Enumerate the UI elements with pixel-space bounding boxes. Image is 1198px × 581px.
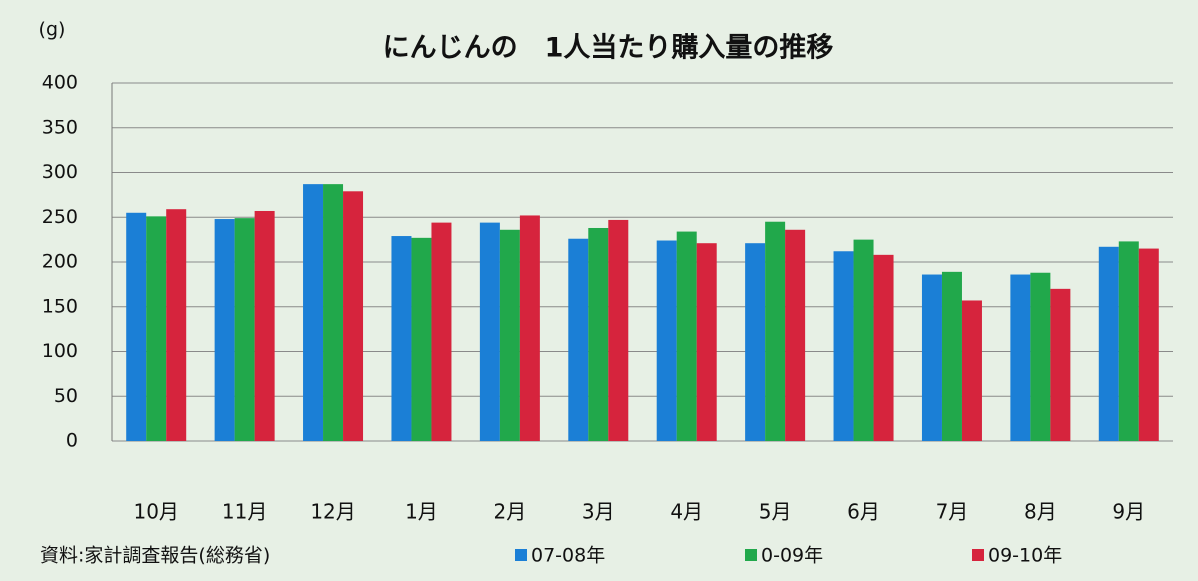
bar xyxy=(1098,246,1119,441)
bar xyxy=(873,254,894,441)
bar xyxy=(676,231,697,441)
x-tick-label: 9月 xyxy=(1112,500,1145,524)
y-tick-label: 100 xyxy=(42,340,78,362)
bar xyxy=(214,219,235,441)
bar xyxy=(431,222,452,441)
y-tick-label: 200 xyxy=(42,251,78,273)
x-tick-label: 6月 xyxy=(847,500,880,524)
bar xyxy=(126,212,147,441)
bar xyxy=(411,237,432,441)
legend-label: 09-10年 xyxy=(988,545,1062,567)
y-tick-label: 50 xyxy=(54,385,78,407)
source: 資料:家計調査報告(総務省) xyxy=(40,545,270,567)
y-axis-label: (g) xyxy=(39,19,66,41)
bar xyxy=(588,227,609,441)
bar xyxy=(785,229,806,441)
bar xyxy=(343,191,364,441)
bar xyxy=(519,215,540,441)
bar xyxy=(234,218,255,441)
bar xyxy=(961,300,982,441)
bar xyxy=(568,238,589,441)
bar xyxy=(1010,274,1031,441)
bar xyxy=(696,243,717,441)
bar xyxy=(853,239,874,441)
bar xyxy=(254,210,275,441)
y-tick-label: 0 xyxy=(66,430,78,452)
bar xyxy=(1118,241,1139,441)
x-tick-label: 11月 xyxy=(222,500,267,524)
x-tick-label: 3月 xyxy=(582,500,615,524)
y-tick-label: 150 xyxy=(42,295,78,317)
bar xyxy=(146,216,167,441)
x-tick-label: 2月 xyxy=(494,500,527,524)
y-tick-label: 250 xyxy=(42,206,78,228)
legend-swatch xyxy=(515,549,527,561)
x-tick-label: 4月 xyxy=(670,500,703,524)
x-tick-label: 12月 xyxy=(310,500,355,524)
bar xyxy=(608,219,629,441)
bar xyxy=(479,222,500,441)
bar xyxy=(1050,288,1071,441)
y-tick-label: 300 xyxy=(42,161,78,183)
bar xyxy=(745,243,766,441)
bar xyxy=(303,184,324,441)
bar xyxy=(765,221,786,441)
chart-title: にんじんの 1人当たり購入量の推移 xyxy=(383,33,834,64)
bar xyxy=(833,251,854,441)
legend-label: 07-08年 xyxy=(531,545,605,567)
x-tick-label: 10月 xyxy=(133,500,178,524)
y-tick-label: 400 xyxy=(42,72,78,94)
bar xyxy=(166,209,187,441)
y-tick-label: 350 xyxy=(42,116,78,138)
x-tick-label: 8月 xyxy=(1024,500,1057,524)
legend-label: 0-09年 xyxy=(761,545,823,567)
bar xyxy=(499,229,520,441)
bar xyxy=(1030,272,1051,441)
x-tick-label: 1月 xyxy=(405,500,438,524)
x-tick-label: 5月 xyxy=(759,500,792,524)
bar xyxy=(391,236,412,441)
bar xyxy=(921,274,942,441)
bar xyxy=(656,240,677,441)
bar xyxy=(941,271,962,441)
legend-swatch xyxy=(745,549,757,561)
bar xyxy=(323,184,344,441)
x-tick-label: 7月 xyxy=(936,500,969,524)
legend-swatch xyxy=(972,549,984,561)
bar xyxy=(1138,248,1159,441)
